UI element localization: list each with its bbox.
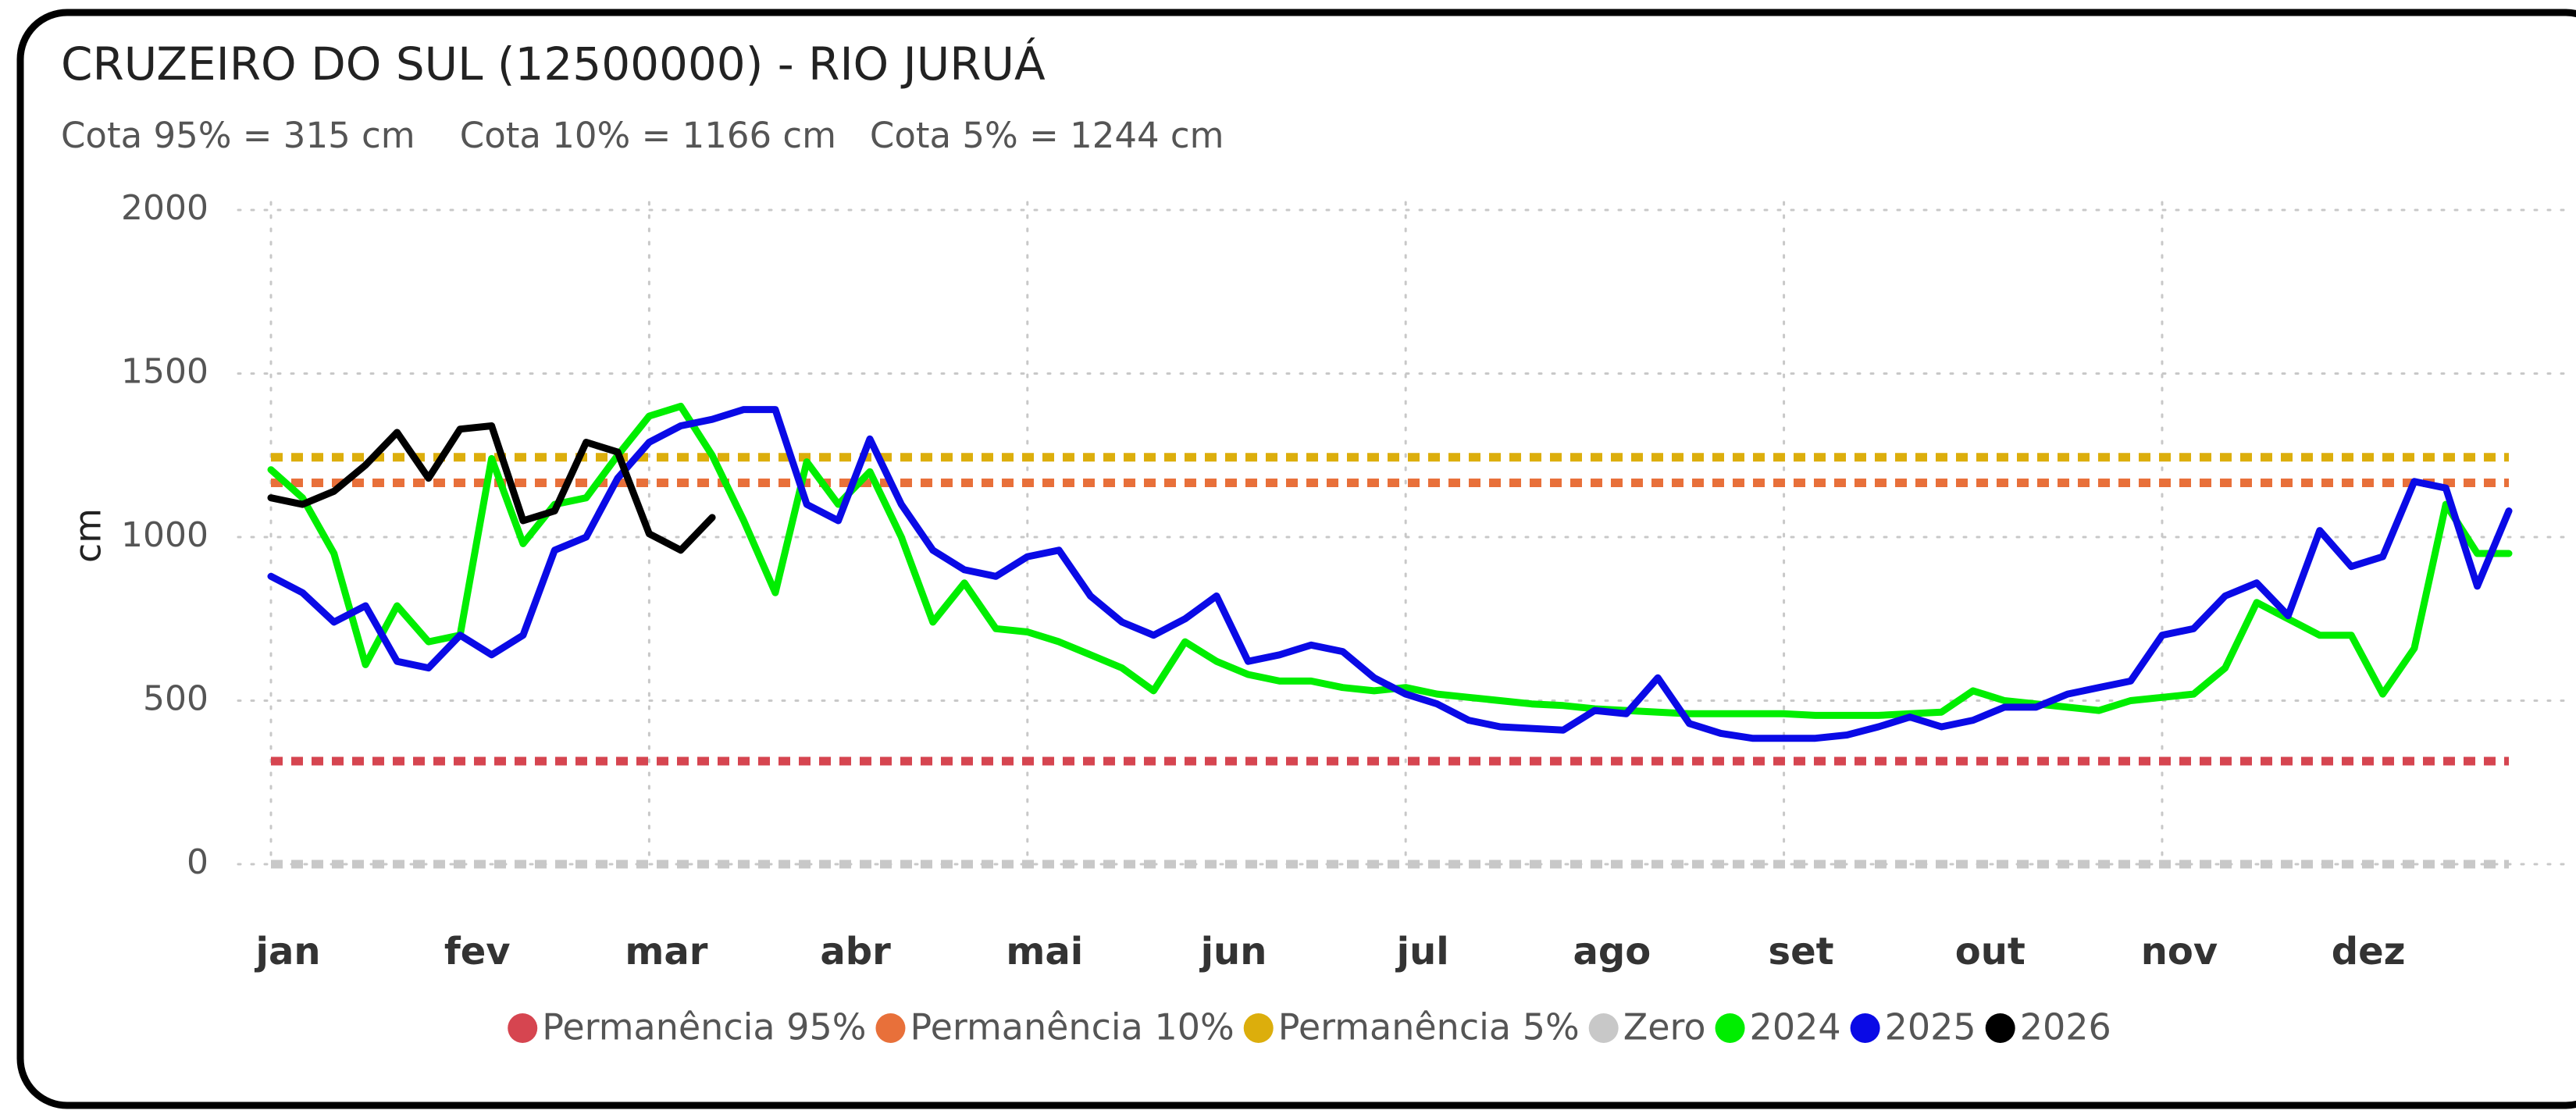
legend-marker: [1715, 1013, 1745, 1043]
legend-marker: [1985, 1013, 2015, 1043]
legend-label: Permanência 10%: [910, 1006, 1234, 1048]
x-tick-label: out: [1955, 930, 2026, 973]
legend-marker: [875, 1013, 906, 1043]
legend-label: 2026: [2020, 1006, 2111, 1048]
y-axis-label: cm: [67, 508, 109, 563]
x-tick-label: ago: [1573, 930, 1651, 973]
x-tick-label: set: [1769, 930, 1834, 973]
legend-marker: [1850, 1013, 1880, 1043]
card-border: [16, 9, 2576, 1109]
legend-label: Permanência 5%: [1278, 1006, 1580, 1048]
x-tick-label: jan: [254, 930, 320, 973]
x-tick-label: jun: [1199, 930, 1267, 973]
y-tick-label: 1000: [121, 515, 208, 555]
series-line: [267, 406, 2513, 742]
legend-marker: [1588, 1013, 1619, 1043]
x-tick-label: fev: [444, 930, 511, 973]
x-tick-label: mai: [1006, 930, 1083, 973]
legend-label: Zero: [1623, 1006, 1706, 1048]
y-tick-label: 2000: [121, 188, 208, 228]
legend-label: 2024: [1750, 1006, 1841, 1048]
legend-label: Permanência 95%: [542, 1006, 866, 1048]
x-tick-label: dez: [2332, 930, 2406, 973]
chart-title: CRUZEIRO DO SUL (12500000) - RIO JURUÁ: [61, 37, 1046, 91]
y-tick-label: 500: [143, 679, 208, 719]
legend-marker: [508, 1013, 538, 1043]
x-tick-label: nov: [2141, 930, 2218, 973]
y-tick-label: 0: [187, 842, 208, 882]
y-tick-label: 1500: [121, 352, 208, 392]
chart-subtitle: Cota 95% = 315 cm Cota 10% = 1166 cm Cot…: [61, 115, 1224, 156]
legend-marker: [1243, 1013, 1274, 1043]
legend-label: 2025: [1885, 1006, 1976, 1048]
x-tick-label: mar: [625, 930, 707, 973]
series-line: [267, 422, 716, 554]
x-tick-label: jul: [1395, 930, 1449, 973]
x-tick-label: abr: [820, 930, 891, 973]
